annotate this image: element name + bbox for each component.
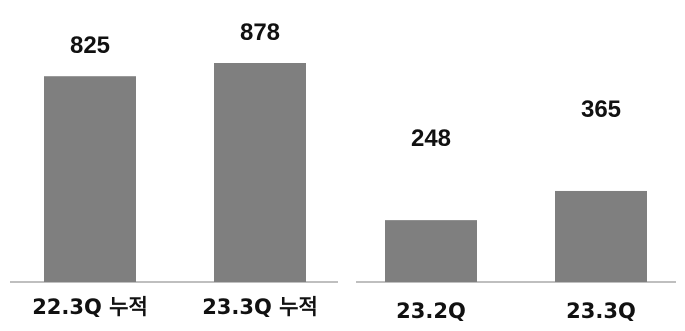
bar <box>385 220 477 282</box>
category-label: 23.2Q <box>396 299 466 323</box>
bar <box>555 190 647 282</box>
category-label: 23.3Q <box>566 299 636 323</box>
category-label: 23.3Q 누적 <box>202 295 318 319</box>
bar <box>44 76 136 282</box>
data-label: 825 <box>70 32 110 59</box>
bar <box>214 63 306 282</box>
data-label: 248 <box>411 125 451 152</box>
data-label: 365 <box>581 96 621 123</box>
data-label: 878 <box>240 19 280 46</box>
category-label: 22.3Q 누적 <box>32 295 148 319</box>
